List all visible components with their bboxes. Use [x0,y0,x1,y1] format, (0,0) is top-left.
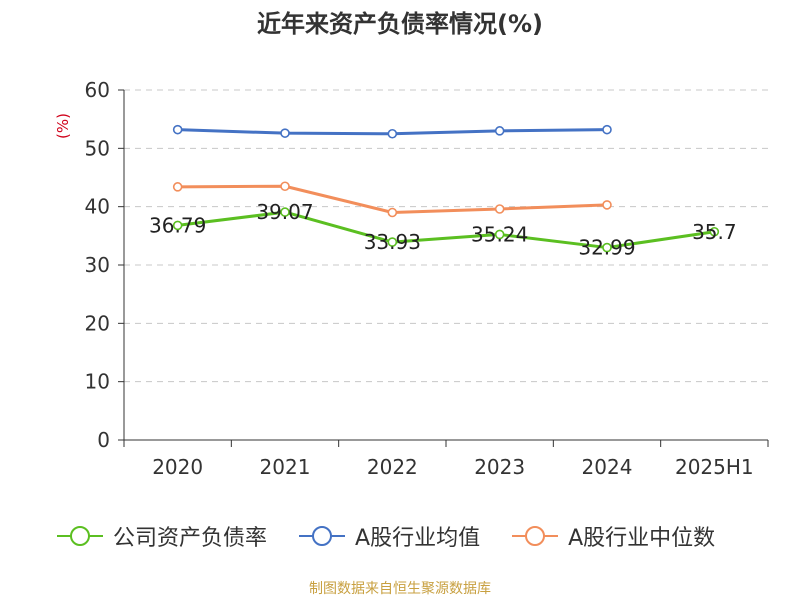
data-point [602,200,612,210]
y-tick-label: 60 [85,78,110,102]
data-label: 36.79 [149,213,206,237]
data-point [602,242,612,253]
y-tick-label: 40 [85,195,110,219]
source-note: 制图数据来自恒生聚源数据库 [309,581,491,597]
data-label: 35.7 [692,220,737,244]
data-point [280,207,290,217]
label-layer: 36.79 39.07 33.93 35.24 32.99 35.7 [149,200,737,259]
data-label: 39.07 [256,200,313,224]
data-point [387,237,398,247]
legend-swatch-icon [57,526,103,546]
legend-label: 公司资产负债率 [113,526,268,551]
y-tick-label: 20 [85,311,110,335]
legend-item[interactable]: A股行业中位数 [510,520,715,552]
legend: 公司资产负债率 A股行业均值 A股行业中位数 [55,520,745,552]
series-layer [172,124,720,253]
legend-item[interactable]: 公司资产负债率 [55,520,267,552]
data-label: 33.93 [364,230,421,254]
data-label: 35.24 [471,222,528,246]
y-tick-label: 50 [85,136,110,160]
data-point [494,126,505,136]
data-point [387,207,398,218]
data-label: 32.99 [578,236,635,260]
chart-title: 近年来资产负债率情况(%) [257,10,543,38]
data-point [280,128,290,138]
data-point [172,182,183,192]
data-point [602,124,612,135]
series-line-0 [177,210,715,250]
grid-layer [124,89,768,383]
x-tick-label: 2021 [260,455,311,479]
data-point [494,204,505,214]
legend-label: A股行业中位数 [568,526,716,551]
legend-swatch-icon [299,526,346,546]
data-point [172,124,183,135]
legend-swatch-icon [512,526,559,546]
data-point [494,229,505,240]
data-point [709,226,720,237]
x-tick-label: 2025H1 [675,455,754,479]
y-tick-label: 10 [85,370,110,394]
x-tick-label: 2024 [582,455,633,479]
y-tick-label: 0 [97,428,110,452]
data-point [387,128,398,139]
x-tick-label: 2022 [367,455,418,479]
x-tick-label: 2020 [152,455,203,479]
y-axis-label: (%) [54,113,72,139]
axis-layer: 0 10 20 30 40 50 60 2020 2021 2022 2023 2024 2025H1 [85,78,769,479]
legend-item[interactable]: A股行业均值 [297,520,480,552]
x-tick-label: 2023 [474,455,525,479]
legend-label: A股行业均值 [355,526,481,551]
y-tick-label: 30 [85,253,110,277]
data-point [172,220,183,231]
data-point [280,181,290,192]
